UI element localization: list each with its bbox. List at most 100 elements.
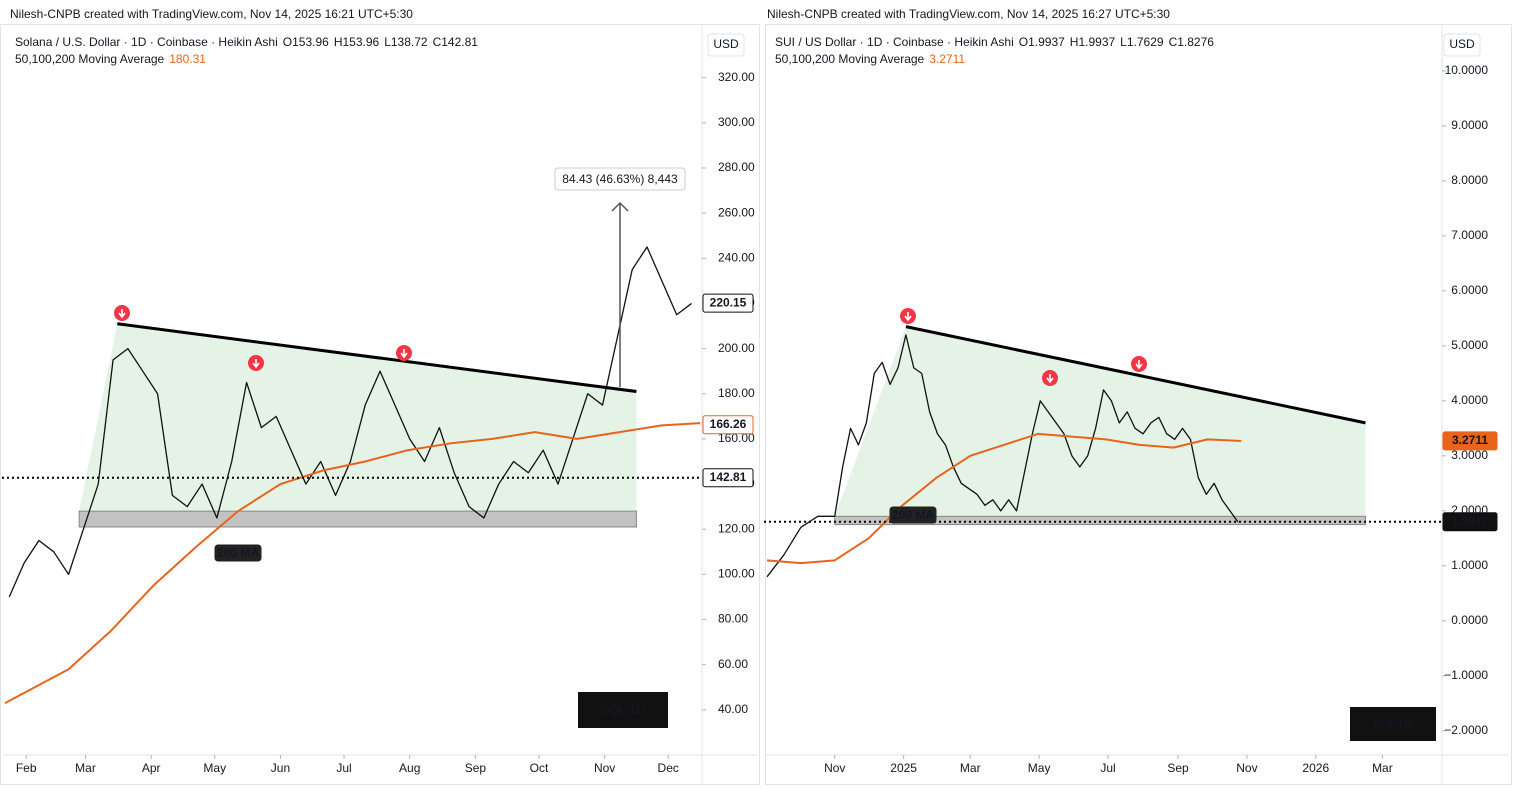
currency: USD [1449,37,1475,51]
x-tick-label: Nov [594,761,615,775]
y-tick-label: −2.0000 [1444,723,1488,737]
x-tick-label: Dec [658,761,679,775]
annotation-box [889,506,937,524]
y-tick-label: 240.00 [718,250,755,264]
credit: Nilesh-CNPB created with TradingView.com… [10,7,418,21]
peak-arrow [1046,374,1054,384]
annotation: 200 MA [217,546,259,560]
y-tick-label: 10.0000 [1445,63,1489,77]
ohlc: C1.8276 [1168,35,1214,49]
peak-arrow [904,312,912,322]
x-tick-label: Feb [16,761,37,775]
y-tick-label: 60.00 [718,657,748,671]
price-label-box [702,415,754,435]
annotation-box [554,167,686,191]
measure-head [611,201,629,212]
price-line [8,246,692,598]
y-tick-label: 40.00 [718,702,748,716]
x-tick-label: Sep [1167,761,1189,775]
y-tick-label: 6.0000 [1451,283,1488,297]
ohlc: L1.7629 [1120,35,1164,49]
ohlc: H1.9937 [1069,35,1116,49]
price-label: 220.15 [710,295,747,309]
x-tick-label: Jul [1100,761,1115,775]
legend: SUI / US Dollar · 1D · Coinbase · Heikin… [775,35,1219,49]
ma-name: 50,100,200 Moving Average [775,52,925,66]
pattern-fill [834,326,1366,517]
annotation: 84.43 (46.63%) 8,443 [562,172,678,186]
y-tick-label: 5.0000 [1451,338,1488,352]
y-tick-label: 4.0000 [1451,393,1488,407]
price-label: 142.81 [710,470,747,484]
legend: 50,100,200 Moving Average 3.2711 [775,52,970,66]
currency-box [1443,33,1481,57]
ohlc: O153.96 [282,35,329,49]
ma-value: 3.2711 [929,52,966,66]
y-tick-label: 80.00 [718,612,748,626]
ohlc: O1.9937 [1018,35,1065,49]
symbol: Solana / U.S. Dollar · 1D · Coinbase · H… [15,35,278,49]
x-tick-label: Jul [336,761,351,775]
y-tick-label: 7.0000 [1451,228,1488,242]
credit: Nilesh-CNPB created with TradingView.com… [767,7,1175,21]
symbol: SUI / US Dollar · 1D · Coinbase · Heikin… [775,35,1014,49]
y-tick-label: 9.0000 [1451,118,1488,132]
y-tick-label: 0.0000 [1451,613,1488,627]
x-tick-label: May [1028,761,1051,775]
x-tick-label: Oct [530,761,549,775]
ohlc: L138.72 [384,35,428,49]
panel-frame [765,24,1512,785]
y-tick-label: 160.00 [718,431,755,445]
x-tick-label: Mar [1372,761,1393,775]
price-label: 3.2711 [1452,433,1488,447]
support-zone [834,515,1366,526]
y-tick-label: 1.0000 [1451,558,1488,572]
ma-value: 180.31 [169,52,206,66]
annotation-box [214,544,262,562]
price-label-box [702,468,754,488]
x-tick-label: Jun [271,761,290,775]
x-tick-label: Nov [824,761,845,775]
y-tick-label: 200.00 [718,341,755,355]
y-tick-label: 8.0000 [1451,173,1488,187]
y-tick-label: 260.00 [718,205,755,219]
price-label: 1.8017 [1452,514,1489,528]
x-tick-label: Mar [960,761,981,775]
x-tick-label: Mar [75,761,96,775]
y-tick-label: −1.0000 [1444,668,1488,682]
legend: Solana / U.S. Dollar · 1D · Coinbase · H… [15,35,483,49]
ma-line [4,422,701,704]
price-label-box [1442,512,1498,532]
annotation: 200 MA [892,508,934,522]
currency: USD [713,37,739,51]
support-zone [78,510,637,528]
price-label-box [1442,431,1498,451]
watermark: SUI-1D [1373,717,1413,731]
y-tick-label: 180.00 [718,386,755,400]
y-tick-label: 320.00 [718,70,755,84]
credit-text: Nilesh-CNPB created with TradingView.com… [767,7,1170,21]
x-tick-label: 2026 [1302,761,1329,775]
peak-arrow [1135,360,1143,370]
trendline [117,322,637,393]
trendline [905,325,1366,425]
credit-text: Nilesh-CNPB created with TradingView.com… [10,7,413,21]
watermark-box [1350,707,1436,741]
y-tick-label: 300.00 [718,115,755,129]
currency-box [707,33,745,57]
y-tick-label: 280.00 [718,160,755,174]
x-tick-label: May [203,761,226,775]
y-tick-label: 3.0000 [1451,448,1488,462]
y-tick-label: 120.00 [718,521,755,535]
price-label-box [702,293,754,313]
x-tick-label: Aug [399,761,420,775]
x-tick-label: Nov [1236,761,1257,775]
peak-arrow [118,309,126,319]
ohlc: C142.81 [432,35,478,49]
peak-arrow [400,349,408,359]
x-tick-label: Apr [142,761,161,775]
panel-frame [0,24,760,785]
ma-line [766,432,1242,565]
